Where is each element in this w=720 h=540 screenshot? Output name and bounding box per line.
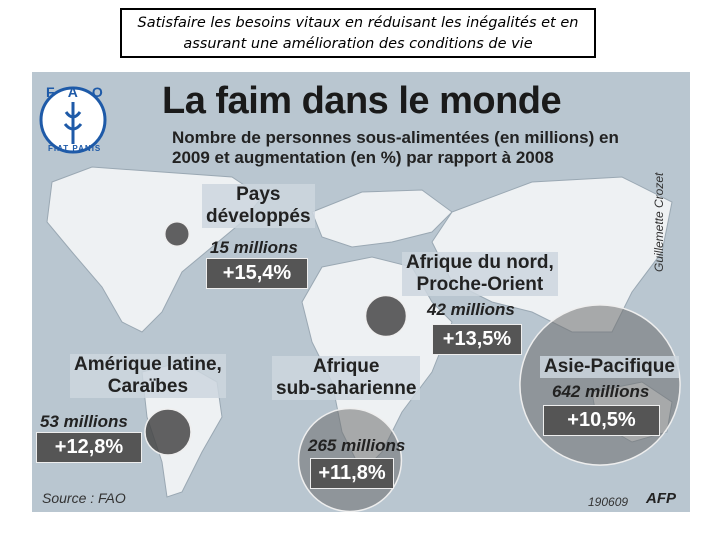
- credit: Guillemette Crozet: [652, 172, 666, 272]
- region-amount: 15 millions: [210, 238, 298, 257]
- region-amount: 642 millions: [552, 382, 650, 401]
- region-change: +11,8%: [310, 458, 394, 489]
- region-name: Asie-Pacifique: [540, 356, 679, 378]
- region-amount: 42 millions: [427, 300, 515, 319]
- logo-acronym: FAO: [46, 84, 117, 100]
- region-name: Afrique du nord, Proche-Orient: [402, 252, 558, 296]
- region-name: Afrique sub-saharienne: [272, 356, 421, 400]
- region-name: Pays développés: [202, 184, 315, 228]
- infographic-subtitle: Nombre de personnes sous-alimentées (en …: [172, 128, 619, 167]
- region-bubble: [364, 294, 408, 338]
- region-change: +12,8%: [36, 432, 142, 463]
- region-name-line: Asie-Pacifique: [544, 356, 675, 377]
- region-name-line: Afrique: [312, 356, 380, 377]
- infographic-title: La faim dans le monde: [162, 80, 562, 122]
- region-change: +13,5%: [432, 324, 522, 355]
- infographic: FAO FIAT PANIS La faim dans le monde Nom…: [32, 72, 690, 512]
- region-name-line: Caraïbes: [107, 376, 189, 397]
- region-name-line: Proche-Orient: [416, 274, 544, 295]
- region-change: +15,4%: [206, 258, 308, 289]
- region-name: Amérique latine, Caraïbes: [70, 354, 226, 398]
- slide-caption: Satisfaire les besoins vitaux en réduisa…: [120, 8, 596, 58]
- region-name-line: sub-saharienne: [276, 378, 417, 399]
- region-name-line: Pays: [236, 184, 281, 205]
- logo-motto: FIAT PANIS: [48, 144, 102, 153]
- region-name-line: Amérique latine,: [74, 354, 222, 375]
- region-change: +10,5%: [543, 405, 660, 436]
- region-amount: 53 millions: [40, 412, 128, 431]
- region-name-line: développés: [206, 206, 311, 227]
- fao-logo: FAO FIAT PANIS: [38, 82, 108, 160]
- agency: AFP: [646, 490, 676, 507]
- date-code: 190609: [588, 495, 629, 509]
- region-name-line: Afrique du nord,: [406, 252, 554, 273]
- region-bubble: [164, 221, 190, 247]
- source: Source : FAO: [42, 490, 126, 506]
- region-bubble: [144, 408, 192, 456]
- region-amount: 265 millions: [308, 436, 406, 455]
